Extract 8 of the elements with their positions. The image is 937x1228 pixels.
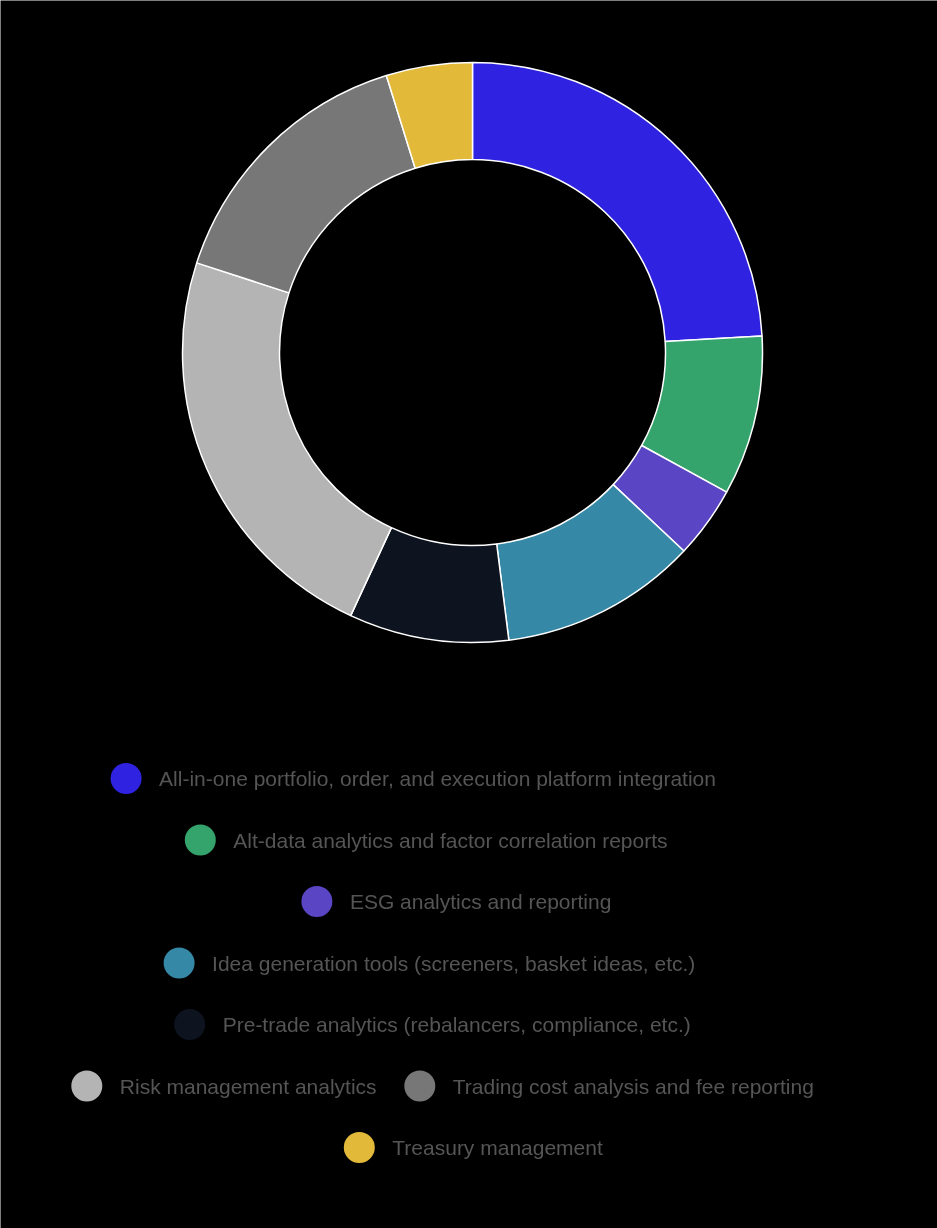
legend-label: Idea generation tools (screeners, basket ideas, etc.) (212, 951, 696, 975)
legend-label: Treasury management (392, 1136, 603, 1159)
legend-label: Trading cost analysis and fee reporting (452, 1074, 814, 1098)
legend-label: ESG analytics and reporting (349, 890, 612, 913)
legend-label: Risk management analytics (119, 1074, 377, 1098)
legend-label: Alt-data analytics and factor correlation reports (233, 828, 668, 852)
legend-label: Pre-trade analytics (rebalancers, compliance, etc.) (222, 1013, 691, 1036)
legend-label: All-in-one portfolio, order, and execution platform integration (159, 767, 716, 790)
